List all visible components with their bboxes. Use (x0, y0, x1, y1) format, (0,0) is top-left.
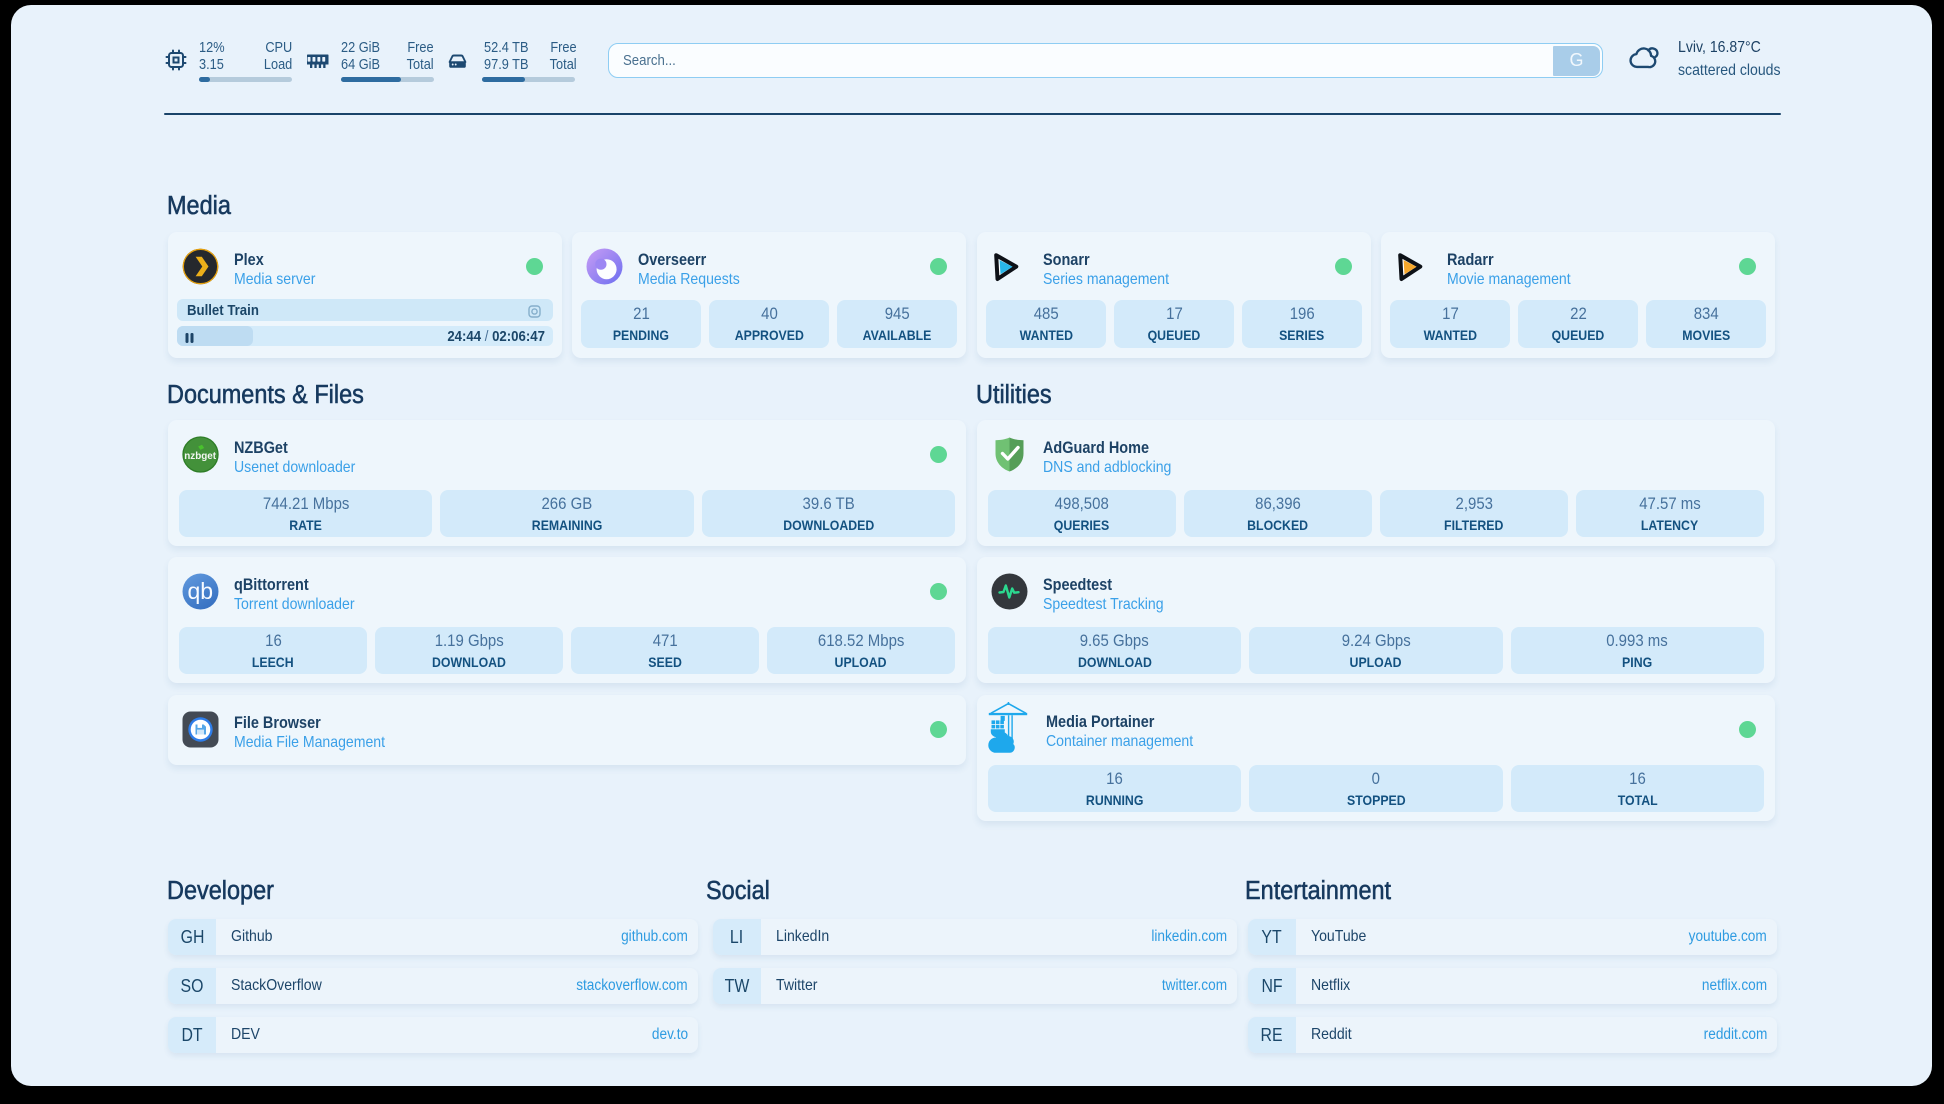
svg-text:qb: qb (188, 578, 214, 604)
svg-text:nzbget: nzbget (184, 451, 216, 462)
